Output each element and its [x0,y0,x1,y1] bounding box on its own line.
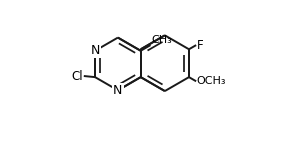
Text: CH₃: CH₃ [151,35,172,45]
Text: OCH₃: OCH₃ [197,76,226,86]
Text: N: N [113,84,123,97]
Text: N: N [90,44,100,57]
Text: F: F [197,39,203,52]
Text: Cl: Cl [71,69,83,83]
